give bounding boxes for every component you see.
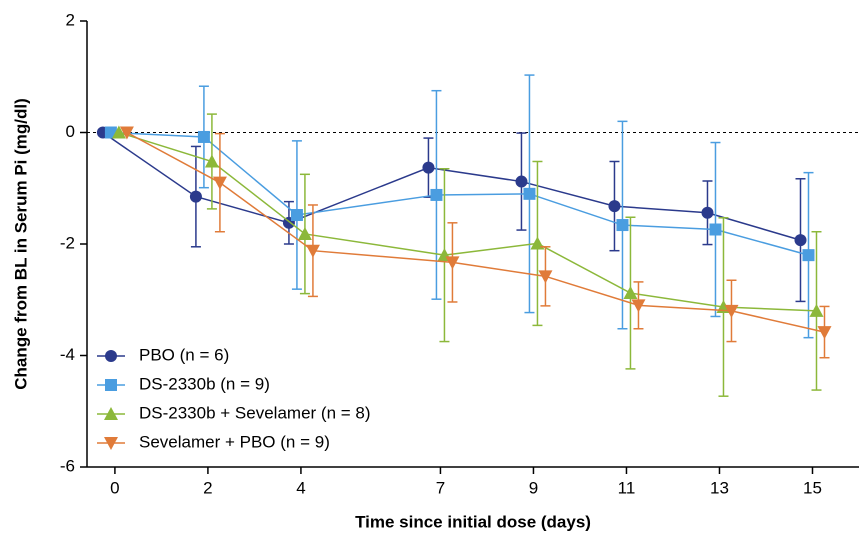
series-line [126, 131, 825, 333]
data-point [809, 303, 824, 317]
legend-label: DS-2330b + Sevelamer (n = 8) [139, 403, 371, 422]
data-point [817, 326, 832, 340]
data-point [724, 304, 739, 318]
data-point [623, 286, 638, 300]
y-tick-label: -2 [60, 233, 75, 252]
legend-marker [104, 407, 118, 420]
y-tick-label: 2 [66, 10, 75, 29]
legend-label: Sevelamer + PBO (n = 9) [139, 432, 330, 451]
data-point [119, 126, 134, 140]
data-point [212, 176, 227, 190]
data-point [445, 256, 460, 270]
x-tick-label: 0 [110, 478, 119, 497]
legend-marker [105, 350, 117, 362]
y-tick-label: 0 [66, 122, 75, 141]
series-line [118, 131, 817, 312]
legend-marker [105, 379, 117, 391]
legend-marker [104, 437, 118, 450]
data-point [305, 244, 320, 258]
y-tick-label: -4 [60, 345, 75, 364]
series-line [110, 131, 809, 256]
x-tick-label: 4 [296, 478, 305, 497]
data-point [709, 223, 722, 236]
data-point [616, 219, 629, 232]
data-point [204, 154, 219, 168]
x-tick-label: 15 [803, 478, 822, 497]
data-point [701, 206, 714, 219]
x-tick-label: 7 [436, 478, 445, 497]
data-point [111, 125, 126, 139]
x-tick-label: 13 [710, 478, 729, 497]
x-tick-label: 11 [618, 478, 636, 497]
data-point [422, 161, 435, 174]
data-point [794, 234, 807, 247]
data-point [297, 226, 312, 240]
data-point [189, 190, 202, 203]
data-point [802, 249, 815, 262]
x-tick-label: 2 [203, 478, 212, 497]
data-point [290, 209, 303, 222]
data-point [538, 270, 553, 284]
data-point [608, 200, 621, 213]
x-tick-label: 9 [529, 478, 538, 497]
y-tick-label: -6 [60, 456, 75, 475]
data-point [523, 187, 536, 200]
x-axis-label: Time since initial dose (days) [355, 512, 591, 531]
data-point [197, 130, 210, 143]
data-point [430, 188, 443, 201]
data-point [515, 175, 528, 188]
legend-label: DS-2330b (n = 9) [139, 374, 270, 393]
data-point [631, 299, 646, 313]
y-axis-label: Change from BL in Serum Pi (mg/dl) [11, 98, 30, 390]
legend-label: PBO (n = 6) [139, 345, 229, 364]
